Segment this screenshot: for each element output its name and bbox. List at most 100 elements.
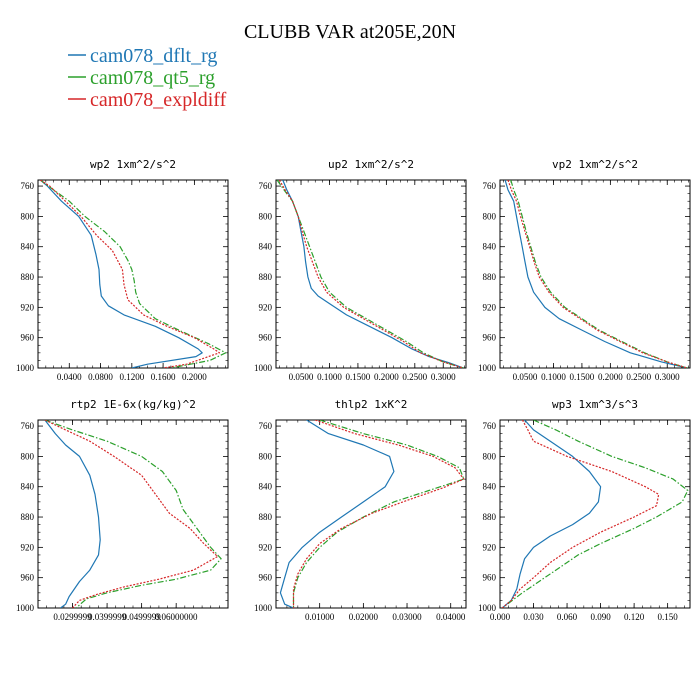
x-tick-label: 0.0800 [88,372,113,382]
x-tick-label: 0.090 [590,612,611,622]
x-tick-label: 0.0299999 [53,612,92,622]
series-line-cam078_dflt_rg [279,420,395,608]
x-tick-label: 0.3000 [655,372,680,382]
series-line-cam078_qt5_rg [501,420,689,608]
plot-frame [499,179,691,369]
legend-label-dflt: cam078_dflt_rg [90,45,217,67]
y-tick-label: 840 [483,242,497,252]
y-tick-label: 920 [259,542,273,552]
y-tick-label: 1000 [16,363,35,373]
series-line-cam078_qt5_rg [39,180,227,368]
series-line-cam078_dflt_rg [44,420,101,608]
series-line-cam078_expldiff [44,420,219,608]
panel-thlp2: thlp2 1xK^2 760 800 840 880 920 960 1000 0.01000… [254,398,467,622]
y-tick-label: 960 [483,333,497,343]
x-tick-label: 0.1600 [151,372,176,382]
y-tick-label: 840 [259,482,273,492]
y-tick-label: 920 [21,542,35,552]
x-tick-label: 0.150 [658,612,679,622]
x-tick-label: 0.2000 [374,372,399,382]
y-tick-label: 1000 [478,603,497,613]
panel-title-up2: up2 1xm^2/s^2 [328,158,414,171]
series-line-cam078_qt5_rg [276,180,464,368]
x-tick-label: 0.02000 [349,612,379,622]
x-tick-label: 0.1500 [346,372,371,382]
series-line-cam078_dflt_rg [501,420,602,608]
series-line-cam078_dflt_rg [282,180,464,368]
series-line-cam078_expldiff [507,180,688,368]
panel-title-wp3: wp3 1xm^3/s^3 [552,398,638,411]
y-tick-label: 1000 [16,603,35,613]
x-tick-label: 0.1500 [570,372,595,382]
x-tick-label: 0.0500 [513,372,538,382]
x-tick-label: 0.2000 [598,372,623,382]
legend-label-expldiff: cam078_expldiff [90,89,227,111]
y-tick-label: 800 [483,451,497,461]
y-tick-label: 840 [483,482,497,492]
panel-rtp2: rtp2 1E-6x(kg/kg)^2 760 800 840 880 920 960 100… [16,398,229,622]
x-tick-label: 0.1200 [119,372,144,382]
y-tick-label: 760 [259,181,273,191]
series-line-cam078_qt5_rg [292,420,465,608]
figure-title: CLUBB VAR at205E,20N [244,21,456,43]
panel-title-wp2: wp2 1xm^2/s^2 [90,158,176,171]
series-line-cam078_dflt_rg [39,180,203,368]
y-tick-label: 960 [259,573,273,583]
x-tick-label: 0.1000 [541,372,566,382]
plot-frame [275,179,467,369]
y-tick-label: 1000 [478,363,497,373]
y-tick-label: 960 [21,333,35,343]
y-tick-label: 840 [21,482,35,492]
series-line-cam078_expldiff [39,180,220,368]
x-tick-label: 0.01000 [305,612,335,622]
panels: wp2 1xm^2/s^2 760 800 840 880 920 960 1000 0.040… [16,158,691,622]
x-tick-label: 0.030 [523,612,544,622]
y-tick-label: 920 [483,542,497,552]
x-tick-label: 0.06000000 [155,612,198,622]
panel-title-vp2: vp2 1xm^2/s^2 [552,158,638,171]
y-tick-label: 1000 [254,363,273,373]
panel-vp2: vp2 1xm^2/s^2 760 800 840 880 920 960 1000 0.050… [478,158,691,382]
x-tick-label: 0.060 [557,612,578,622]
x-tick-label: 0.0400 [57,372,82,382]
y-tick-label: 760 [483,421,497,431]
x-tick-label: 0.04000 [436,612,466,622]
y-tick-label: 760 [21,181,35,191]
plot-frame [499,419,691,609]
y-tick-label: 800 [483,211,497,221]
series-line-cam078_qt5_rg [44,420,222,608]
panel-wp2: wp2 1xm^2/s^2 760 800 840 880 920 960 1000 0.040… [16,158,229,382]
x-tick-label: 0.0500 [289,372,314,382]
panel-wp3: wp3 1xm^3/s^3 760 800 840 880 920 960 10000.000… [478,398,691,622]
legend: cam078_dflt_rg cam078_qt5_rg cam078_expl… [68,45,227,111]
x-tick-label: 0.000 [490,612,511,622]
y-tick-label: 1000 [254,603,273,613]
y-tick-label: 880 [21,512,35,522]
y-tick-label: 960 [483,573,497,583]
x-tick-label: 0.03000 [392,612,422,622]
x-tick-label: 0.0399999 [88,612,127,622]
panel-up2: up2 1xm^2/s^2 760 800 840 880 920 960 1000 0.050… [254,158,467,382]
series-line-cam078_expldiff [501,420,660,608]
x-tick-label: 0.1000 [317,372,342,382]
plot-frame [275,419,467,609]
x-tick-label: 0.0499999 [123,612,162,622]
y-tick-label: 880 [483,272,497,282]
panel-title-rtp2: rtp2 1E-6x(kg/kg)^2 [70,398,196,411]
series-line-cam078_expldiff [278,180,464,368]
x-tick-label: 0.2500 [626,372,651,382]
y-tick-label: 880 [21,272,35,282]
x-tick-label: 0.120 [624,612,645,622]
y-tick-label: 800 [21,451,35,461]
panel-title-thlp2: thlp2 1xK^2 [335,398,408,411]
series-line-cam078_dflt_rg [504,180,688,368]
x-tick-label: 0.2000 [182,372,207,382]
y-tick-label: 840 [259,242,273,252]
y-tick-label: 920 [259,302,273,312]
series-line-cam078_qt5_rg [510,180,688,368]
y-tick-label: 800 [259,451,273,461]
plot-frame [37,419,229,609]
y-tick-label: 960 [21,573,35,583]
y-tick-label: 800 [21,211,35,221]
